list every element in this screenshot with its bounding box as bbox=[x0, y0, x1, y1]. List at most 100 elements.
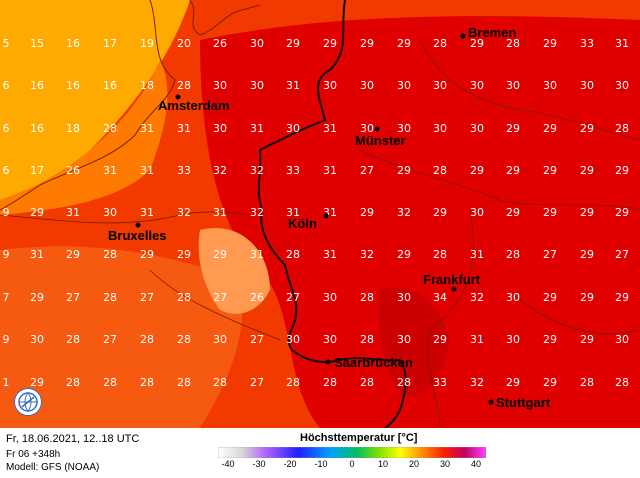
colorbar-tick-label: -10 bbox=[314, 459, 328, 469]
temperature-value: 29 bbox=[580, 164, 594, 177]
temperature-value: 30 bbox=[360, 79, 374, 92]
run-time-label: Fr, 18.06.2021, 12..18 UTC bbox=[6, 433, 140, 445]
temperature-value: 29 bbox=[30, 376, 44, 389]
temperature-value: 31 bbox=[323, 248, 337, 261]
temperature-value: 26 bbox=[66, 164, 80, 177]
temperature-value: 32 bbox=[213, 164, 227, 177]
temperature-value: 29 bbox=[506, 164, 520, 177]
temperature-value: 27 bbox=[250, 333, 264, 346]
country-border-be-nl bbox=[0, 211, 251, 224]
temperature-value: 30 bbox=[213, 122, 227, 135]
temperature-value: 27 bbox=[286, 291, 300, 304]
city-label[interactable]: Bremen bbox=[468, 25, 516, 40]
temperature-value: 18 bbox=[140, 79, 154, 92]
city-label[interactable]: Frankfurt bbox=[423, 272, 481, 287]
country-border-be-lu bbox=[149, 269, 281, 341]
temperature-value: 5 bbox=[3, 37, 10, 50]
temperature-value: 29 bbox=[580, 248, 594, 261]
city-label[interactable]: Amsterdam bbox=[158, 98, 230, 113]
temperature-value: 32 bbox=[470, 376, 484, 389]
temperature-value: 17 bbox=[30, 164, 44, 177]
temperature-value: 29 bbox=[506, 376, 520, 389]
temperature-value: 29 bbox=[397, 248, 411, 261]
temperature-value: 29 bbox=[506, 206, 520, 219]
temperature-value: 30 bbox=[360, 122, 374, 135]
city-marker bbox=[323, 213, 329, 219]
globe-icon bbox=[18, 392, 38, 412]
temperature-value: 33 bbox=[433, 376, 447, 389]
temperature-value: 30 bbox=[470, 79, 484, 92]
temperature-value: 31 bbox=[286, 206, 300, 219]
temperature-value: 26 bbox=[250, 291, 264, 304]
city-label[interactable]: Münster bbox=[355, 133, 406, 148]
temperature-value: 31 bbox=[615, 37, 629, 50]
temperature-value: 30 bbox=[323, 333, 337, 346]
temperature-value: 29 bbox=[397, 164, 411, 177]
city-marker bbox=[135, 222, 141, 228]
temperature-value: 6 bbox=[3, 164, 10, 177]
temperature-value: 31 bbox=[30, 248, 44, 261]
temperature-value: 29 bbox=[30, 206, 44, 219]
temperature-value: 32 bbox=[470, 291, 484, 304]
temperature-value: 16 bbox=[30, 122, 44, 135]
temperature-value: 30 bbox=[286, 333, 300, 346]
colorbar-tick-label: -30 bbox=[252, 459, 266, 469]
temperature-value: 28 bbox=[140, 376, 154, 389]
colorbar-tick-label: -40 bbox=[221, 459, 235, 469]
temperature-value: 30 bbox=[397, 79, 411, 92]
temperature-map[interactable]: 5 15 16 17 19 20 26 30 29 29 29 29 28 29 28 29 33 31 6 16 16… bbox=[0, 0, 640, 428]
temperature-value: 28 bbox=[615, 376, 629, 389]
wetter-globe-icon[interactable] bbox=[14, 388, 42, 416]
temperature-value: 30 bbox=[506, 291, 520, 304]
temperature-value: 30 bbox=[543, 79, 557, 92]
temperature-value: 31 bbox=[140, 164, 154, 177]
city-labels: Bremen Amsterdam Münster Bruxelles Köln Frank… bbox=[108, 25, 551, 410]
temperature-value: 31 bbox=[470, 248, 484, 261]
temperature-value: 28 bbox=[177, 79, 191, 92]
coastline bbox=[0, 0, 176, 211]
temperature-value: 15 bbox=[30, 37, 44, 50]
temperature-value: 30 bbox=[286, 122, 300, 135]
city-label[interactable]: Bruxelles bbox=[108, 228, 167, 243]
temperature-value: 9 bbox=[3, 206, 10, 219]
temperature-value: 28 bbox=[213, 376, 227, 389]
city-marker bbox=[451, 286, 457, 292]
national-border-de bbox=[257, 0, 407, 428]
temperature-value: 30 bbox=[397, 291, 411, 304]
temperature-value: 29 bbox=[615, 164, 629, 177]
temperature-value: 16 bbox=[30, 79, 44, 92]
coastal-region bbox=[0, 60, 168, 215]
temperature-value: 27 bbox=[360, 164, 374, 177]
temperature-value: 29 bbox=[177, 248, 191, 261]
temperature-value: 29 bbox=[543, 291, 557, 304]
temperature-value: 17 bbox=[103, 37, 117, 50]
city-label[interactable]: Saarbrücken bbox=[334, 355, 413, 370]
temperature-value: 31 bbox=[213, 206, 227, 219]
temperature-value: 30 bbox=[397, 122, 411, 135]
temperature-value: 29 bbox=[543, 164, 557, 177]
city-label[interactable]: Stuttgart bbox=[496, 395, 551, 410]
temperature-value: 31 bbox=[250, 122, 264, 135]
temperature-value: 28 bbox=[177, 291, 191, 304]
colorbar-tick-label: 0 bbox=[349, 459, 355, 469]
temperature-value: 28 bbox=[177, 333, 191, 346]
temperature-value: 27 bbox=[66, 291, 80, 304]
temperature-value: 31 bbox=[250, 248, 264, 261]
temperature-value: 30 bbox=[470, 122, 484, 135]
temperature-value: 32 bbox=[250, 206, 264, 219]
temperature-colorbar bbox=[218, 447, 486, 458]
forecast-step-label: Fr 06 +348h bbox=[6, 449, 61, 460]
state-border bbox=[426, 209, 474, 428]
colorbar-ticks: -40 -30 -20 -10 0 10 20 30 40 bbox=[218, 459, 486, 471]
temperature-value: 6 bbox=[3, 122, 10, 135]
coastline-north bbox=[189, 0, 261, 36]
city-marker bbox=[488, 399, 494, 405]
temperature-value: 32 bbox=[360, 248, 374, 261]
city-marker bbox=[460, 33, 466, 39]
temperature-value: 30 bbox=[470, 206, 484, 219]
state-border bbox=[519, 299, 640, 335]
temperature-value: 29 bbox=[543, 333, 557, 346]
model-label: Modell: GFS (NOAA) bbox=[6, 462, 100, 473]
temperature-value: 27 bbox=[615, 248, 629, 261]
city-label[interactable]: Köln bbox=[288, 216, 317, 231]
